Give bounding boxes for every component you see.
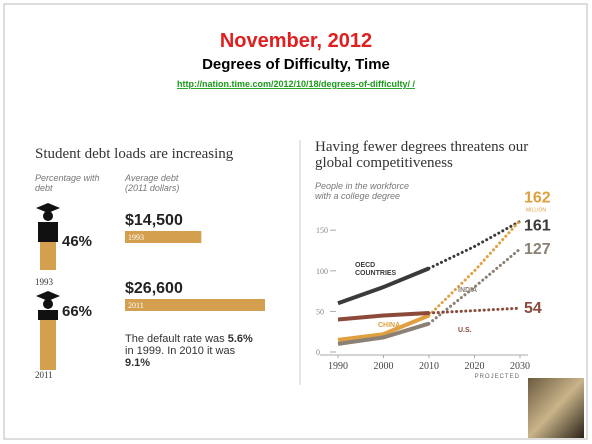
- figure-year: 2011: [35, 370, 53, 380]
- end-note: MILLION: [526, 207, 546, 213]
- series-label: CHINA: [378, 322, 430, 330]
- series-line-projected: [429, 308, 520, 313]
- debt-heading: Average debt (2011 dollars): [125, 173, 200, 193]
- x-tick-label: 1990: [328, 361, 348, 372]
- canvas: November, 2012 Degrees of Difficulty, Ti…: [0, 0, 592, 444]
- bar-year: 2011: [128, 301, 144, 310]
- x-note: PROJECTED: [475, 374, 520, 380]
- x-tick-label: 2000: [374, 361, 394, 372]
- series-line-projected: [429, 220, 520, 315]
- slide: November, 2012 Degrees of Difficulty, Ti…: [0, 0, 592, 444]
- y-tick-label: 150: [316, 226, 328, 235]
- chart-title: Having fewer degrees threatens our globa…: [315, 139, 555, 171]
- end-label: 162: [524, 189, 551, 206]
- panel-title: Student debt loads are increasing: [35, 146, 234, 162]
- chart-subtitle: People in the workforce with a college d…: [315, 181, 425, 201]
- end-label: 54: [524, 300, 542, 317]
- x-tick-label: 2010: [419, 361, 439, 372]
- video-thumbnail: [528, 378, 584, 438]
- series-label: INDIA: [458, 287, 510, 295]
- slide-title: November, 2012: [220, 30, 372, 52]
- x-tick-label: 2020: [465, 361, 485, 372]
- grad-icon: [36, 203, 60, 270]
- end-label: 127: [524, 241, 551, 258]
- source-link[interactable]: http://nation.time.com/2012/10/18/degree…: [177, 79, 416, 89]
- end-label: 161: [524, 217, 551, 234]
- debt-amount: $14,500: [125, 212, 183, 229]
- note-part: 9.1%: [125, 357, 150, 369]
- x-tick-label: 2030: [510, 361, 530, 372]
- series-line: [338, 313, 429, 319]
- debt-amount: $26,600: [125, 280, 183, 297]
- debt-bar: [125, 299, 265, 311]
- percentage: 66%: [62, 303, 92, 320]
- series-label: U.S.: [458, 327, 510, 335]
- y-tick-label: 100: [316, 267, 328, 276]
- y-tick-label: 50: [316, 307, 324, 316]
- y-tick-label: 0: [316, 348, 320, 357]
- default-rate-note: The default rate was 5.6% in 1999. In 20…: [125, 333, 260, 369]
- slide-subtitle: Degrees of Difficulty, Time: [202, 56, 390, 73]
- percentage: 46%: [62, 233, 92, 250]
- bar-year: 1993: [128, 233, 144, 242]
- figure-year: 1993: [35, 277, 54, 287]
- note-part: 5.6%: [228, 333, 253, 345]
- grad-icon: [36, 291, 60, 370]
- series-line-projected: [429, 221, 520, 268]
- pct-heading: Percentage with debt: [35, 173, 110, 193]
- note-part: in 1999. In 2010 it was: [125, 345, 235, 357]
- series-label: OECD COUNTRIES: [355, 262, 407, 278]
- note-part: The default rate was: [125, 333, 228, 345]
